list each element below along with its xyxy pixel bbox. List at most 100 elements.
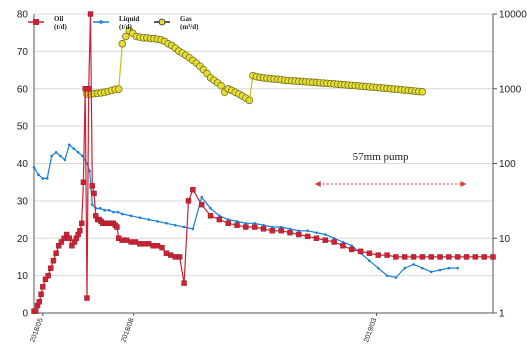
y-tick-label: 60: [17, 84, 29, 95]
point-liquid: [37, 173, 40, 177]
point-liquid: [288, 227, 292, 231]
point-liquid: [403, 266, 407, 270]
point-liquid: [88, 169, 91, 173]
point-oil: [349, 246, 355, 253]
point-liquid: [456, 266, 459, 270]
point-oil: [251, 224, 258, 230]
legend-unit: (t/d): [119, 23, 133, 31]
point-gas: [418, 88, 427, 96]
point-oil: [428, 254, 434, 260]
point-oil: [77, 228, 83, 234]
point-oil: [114, 224, 120, 230]
legend-label: Gas: [180, 15, 192, 23]
point-oil: [50, 257, 57, 264]
point-liquid: [394, 276, 398, 279]
point-liquid: [156, 220, 159, 223]
point-oil: [331, 239, 337, 245]
point-oil: [419, 254, 426, 260]
legend-item-gas: Gas(m³/d): [154, 15, 199, 31]
point-liquid: [54, 150, 58, 154]
point-oil: [260, 226, 267, 232]
legend-label: Liquid: [119, 15, 139, 23]
point-liquid: [112, 210, 115, 214]
y-tick-label: 20: [17, 234, 29, 245]
point-oil: [66, 235, 73, 241]
point-oil: [463, 254, 470, 260]
point-oil: [86, 86, 92, 92]
annotation: 57mm pump: [314, 151, 467, 188]
point-liquid: [63, 158, 67, 162]
series-layer: [31, 11, 496, 314]
point-gas: [114, 85, 123, 93]
series-oil: [31, 11, 496, 314]
legend-unit: (t/d): [54, 23, 68, 31]
point-liquid: [421, 266, 424, 270]
point-liquid: [438, 268, 442, 272]
point-liquid: [173, 223, 177, 227]
legend-item-oil: Oil(t/d): [28, 15, 68, 31]
point-liquid: [253, 222, 256, 225]
point-oil: [472, 254, 479, 260]
point-oil: [357, 248, 364, 255]
point-liquid: [68, 143, 71, 147]
point-oil: [78, 220, 85, 227]
point-liquid: [209, 207, 212, 210]
point-liquid: [98, 207, 102, 210]
point-liquid: [315, 231, 318, 234]
point-liquid: [191, 227, 195, 231]
annotation-label: 57mm pump: [353, 151, 409, 163]
point-oil: [481, 254, 487, 260]
point-oil: [437, 254, 443, 260]
point-gas: [245, 96, 254, 105]
point-liquid: [200, 195, 204, 199]
point-liquid: [41, 177, 45, 180]
point-oil: [199, 201, 205, 208]
point-liquid: [182, 225, 186, 229]
y-tick-label: 0: [22, 309, 28, 320]
point-gas: [118, 39, 127, 48]
point-liquid: [50, 154, 53, 158]
point-liquid: [107, 208, 111, 212]
point-oil: [278, 228, 284, 234]
point-oil: [340, 243, 346, 249]
point-oil: [296, 231, 302, 238]
annotation-arrow-head-right: [460, 181, 467, 188]
point-oil: [40, 284, 46, 290]
legend-label: Oil: [54, 15, 63, 23]
y2-tick-label: 1000: [499, 84, 522, 95]
point-liquid: [72, 147, 76, 150]
point-oil: [48, 265, 54, 271]
annotation-arrow-head-left: [314, 181, 321, 188]
point-oil: [207, 213, 214, 219]
point-liquid: [147, 218, 151, 221]
point-liquid: [332, 236, 336, 240]
point-oil: [84, 295, 90, 301]
point-oil: [181, 280, 187, 286]
point-oil: [410, 254, 417, 260]
point-liquid: [279, 225, 283, 229]
legend: Oil(t/d)Liquid(t/d)Gas(m³/d): [28, 15, 199, 31]
y-tick-label: 50: [17, 122, 29, 133]
point-liquid: [262, 223, 265, 227]
point-oil: [80, 179, 87, 185]
point-oil: [38, 291, 44, 298]
y2-tick-label: 10: [499, 234, 511, 245]
y-tick-label: 80: [17, 10, 29, 21]
point-oil: [87, 11, 94, 17]
point-liquid: [226, 218, 230, 221]
point-oil: [159, 244, 165, 251]
point-oil: [269, 228, 276, 234]
point-liquid: [138, 216, 142, 219]
point-liquid: [218, 214, 221, 218]
point-liquid: [235, 220, 239, 223]
point-oil: [446, 254, 452, 260]
series-liquid: [32, 143, 459, 279]
point-liquid: [341, 240, 345, 244]
legend-swatch-marker: [158, 18, 166, 26]
y-tick-label: 30: [17, 196, 29, 207]
point-oil: [91, 190, 97, 197]
y-tick-label: 40: [17, 159, 29, 170]
point-liquid: [447, 266, 451, 270]
